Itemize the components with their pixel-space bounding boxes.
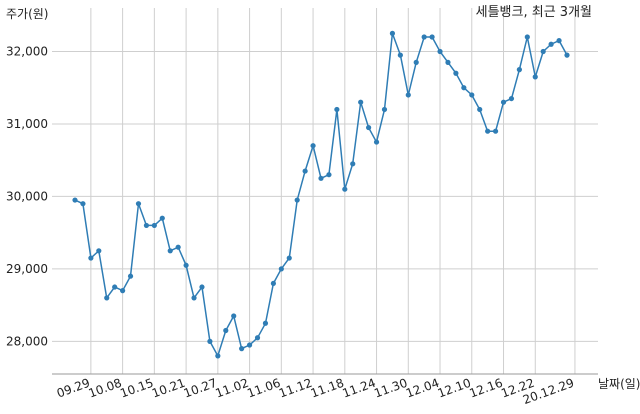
data-point xyxy=(437,48,443,55)
data-point xyxy=(389,30,396,36)
data-point xyxy=(366,124,372,131)
data-point xyxy=(508,95,515,102)
data-point xyxy=(564,52,570,58)
data-point xyxy=(262,320,269,326)
data-point xyxy=(421,34,427,40)
data-point xyxy=(270,280,276,287)
y-tick-label: 31,000 xyxy=(6,117,48,131)
data-point xyxy=(342,186,348,192)
data-point xyxy=(548,41,554,47)
data-point xyxy=(350,161,356,167)
y-tick-label: 30,000 xyxy=(6,189,48,203)
data-point xyxy=(143,222,150,229)
data-point xyxy=(127,273,134,279)
data-point xyxy=(405,92,411,98)
data-point xyxy=(556,38,562,44)
x-tick-labels: 09.2910.0810.1510.2110.2711.0211.0611.12… xyxy=(55,376,576,407)
data-point xyxy=(278,266,284,272)
data-point xyxy=(516,67,522,73)
data-point xyxy=(532,74,538,80)
data-point xyxy=(104,295,110,301)
data-point xyxy=(199,284,205,290)
y-tick-label: 32,000 xyxy=(6,44,48,58)
data-point xyxy=(223,327,229,334)
data-point xyxy=(485,128,491,134)
data-point xyxy=(397,52,403,58)
data-point xyxy=(318,175,324,181)
data-point xyxy=(96,248,102,254)
data-point xyxy=(175,244,181,250)
data-point xyxy=(167,248,173,254)
data-point xyxy=(310,143,316,149)
data-point xyxy=(72,197,78,203)
data-point xyxy=(524,34,530,40)
data-point xyxy=(112,284,118,290)
y-tick-label: 29,000 xyxy=(6,262,48,276)
y-axis-label: 주가(원) xyxy=(6,7,48,21)
data-point xyxy=(215,353,221,359)
data-point xyxy=(413,59,419,65)
data-point xyxy=(207,338,213,344)
gridlines xyxy=(52,8,598,374)
data-point xyxy=(151,222,157,229)
data-point xyxy=(286,255,292,261)
x-axis-label: 날짜(일) xyxy=(598,377,640,391)
data-point xyxy=(461,85,467,91)
data-point xyxy=(80,201,86,207)
data-point xyxy=(500,99,507,105)
data-point xyxy=(239,346,245,352)
price-points xyxy=(72,30,570,359)
data-point xyxy=(381,106,388,113)
data-point xyxy=(445,59,451,65)
data-point xyxy=(326,172,332,178)
data-point xyxy=(159,215,165,221)
data-point xyxy=(477,106,483,113)
data-point xyxy=(135,201,142,207)
data-point xyxy=(373,139,380,145)
data-point xyxy=(246,342,253,348)
data-point xyxy=(191,295,197,301)
price-line xyxy=(74,33,568,358)
data-point xyxy=(254,335,261,341)
data-point xyxy=(302,168,308,174)
data-point xyxy=(453,70,459,76)
data-point xyxy=(429,34,435,40)
data-point xyxy=(334,106,340,113)
data-point xyxy=(294,197,300,203)
price-series xyxy=(74,33,568,358)
data-point xyxy=(231,313,237,319)
data-point xyxy=(183,262,189,268)
y-tick-label: 28,000 xyxy=(6,334,48,348)
data-point xyxy=(492,128,499,134)
data-point xyxy=(469,92,475,98)
y-tick-labels: 28,000 29,000 30,000 31,000 32,000 xyxy=(6,44,48,348)
data-point xyxy=(540,48,546,55)
chart-title: 세틀뱅크, 최근 3개월 xyxy=(476,5,592,20)
data-point xyxy=(88,255,94,261)
data-point xyxy=(358,99,364,105)
data-point xyxy=(120,288,126,294)
